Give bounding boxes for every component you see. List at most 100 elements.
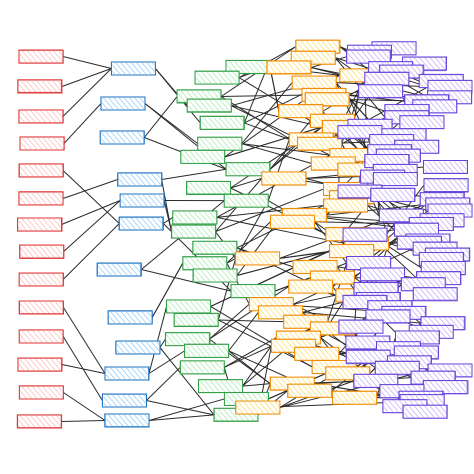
node-hatch (236, 252, 279, 264)
node-hatch (429, 364, 471, 376)
node-hatch (214, 409, 257, 421)
node-hatch (259, 306, 302, 318)
node-hatch (422, 317, 465, 329)
edge (215, 188, 324, 233)
edge (148, 306, 168, 374)
node-hatch (20, 138, 63, 149)
node-border-sketch (270, 339, 316, 353)
edge (209, 303, 250, 340)
node-hatch (396, 331, 439, 343)
node-hatch (101, 132, 144, 143)
node-hatch (279, 105, 322, 117)
edge (148, 350, 185, 374)
node-hatch (371, 189, 414, 201)
node-hatch (400, 116, 443, 128)
edge (151, 262, 184, 318)
edge (242, 383, 271, 387)
node-border-sketch (186, 180, 231, 195)
node-hatch (345, 237, 388, 249)
node-hatch (271, 216, 314, 228)
node-hatch (330, 245, 373, 257)
edge (62, 223, 120, 280)
node-border-sketch (118, 217, 163, 231)
node-hatch (20, 246, 63, 257)
node-hatch (118, 174, 161, 185)
node-hatch (178, 91, 221, 103)
node-border-sketch (358, 84, 403, 98)
node-hatch (98, 264, 141, 275)
node-hatch (344, 296, 387, 308)
node-border-sketch (194, 71, 240, 85)
node-border-sketch (18, 329, 64, 344)
edge (63, 103, 102, 144)
node-hatch (18, 81, 61, 92)
node-hatch (103, 395, 146, 406)
node-hatch (292, 52, 335, 64)
edge (144, 103, 199, 145)
node-hatch (339, 186, 382, 198)
edge (224, 337, 277, 368)
node-border-sketch (370, 187, 415, 202)
edge (242, 345, 272, 387)
node-border-sketch (99, 130, 145, 145)
edge (63, 307, 106, 374)
node-border-sketch (261, 171, 307, 186)
edge (236, 250, 330, 276)
node-hatch (414, 288, 457, 300)
node-hatch (268, 62, 311, 74)
node-border-sketch (17, 357, 62, 372)
node-hatch (271, 378, 314, 390)
node-border-sketch (291, 51, 336, 65)
node-border (199, 115, 245, 130)
node-hatch (373, 42, 416, 54)
node-border (266, 60, 312, 75)
node-border-sketch (18, 191, 64, 206)
edge (61, 420, 106, 422)
node-border-sketch (304, 92, 350, 107)
node-border-sketch (16, 414, 62, 428)
node-border-sketch (278, 103, 324, 118)
node-hatch (296, 41, 339, 53)
node-hatch (361, 269, 404, 281)
node-hatch (346, 337, 389, 349)
node-hatch (347, 257, 390, 269)
node-hatch (411, 372, 454, 384)
node-hatch (183, 257, 226, 269)
node-hatch (338, 164, 381, 176)
node-hatch (167, 300, 210, 312)
node-hatch (424, 161, 467, 173)
edge (61, 364, 106, 374)
node-hatch (196, 72, 239, 84)
node-border-sketch (18, 300, 64, 314)
node-hatch (429, 205, 471, 217)
edge (161, 168, 227, 180)
node-hatch (422, 262, 465, 274)
edge (141, 269, 232, 292)
node-hatch (175, 314, 218, 326)
node-hatch (402, 278, 445, 290)
node-hatch (403, 57, 446, 69)
edge (241, 82, 293, 144)
node-hatch (201, 117, 244, 129)
node-hatch (425, 179, 468, 191)
node-border-sketch (332, 391, 378, 405)
node-hatch (112, 63, 155, 74)
node-border-sketch (115, 340, 161, 355)
node-hatch (370, 135, 413, 147)
edge (224, 126, 323, 158)
node-border-sketch (287, 383, 332, 398)
node-border-sketch (288, 279, 333, 294)
node-border-sketch (373, 172, 418, 186)
node-border-sketch (234, 251, 280, 266)
node-hatch (232, 285, 275, 297)
node-border-sketch (180, 149, 225, 164)
node-border-sketch (19, 244, 65, 259)
node-hatch (298, 138, 341, 150)
node-hatch (250, 298, 293, 310)
edge (216, 204, 324, 218)
node-border-sketch (17, 217, 63, 232)
node-hatch (173, 211, 216, 223)
